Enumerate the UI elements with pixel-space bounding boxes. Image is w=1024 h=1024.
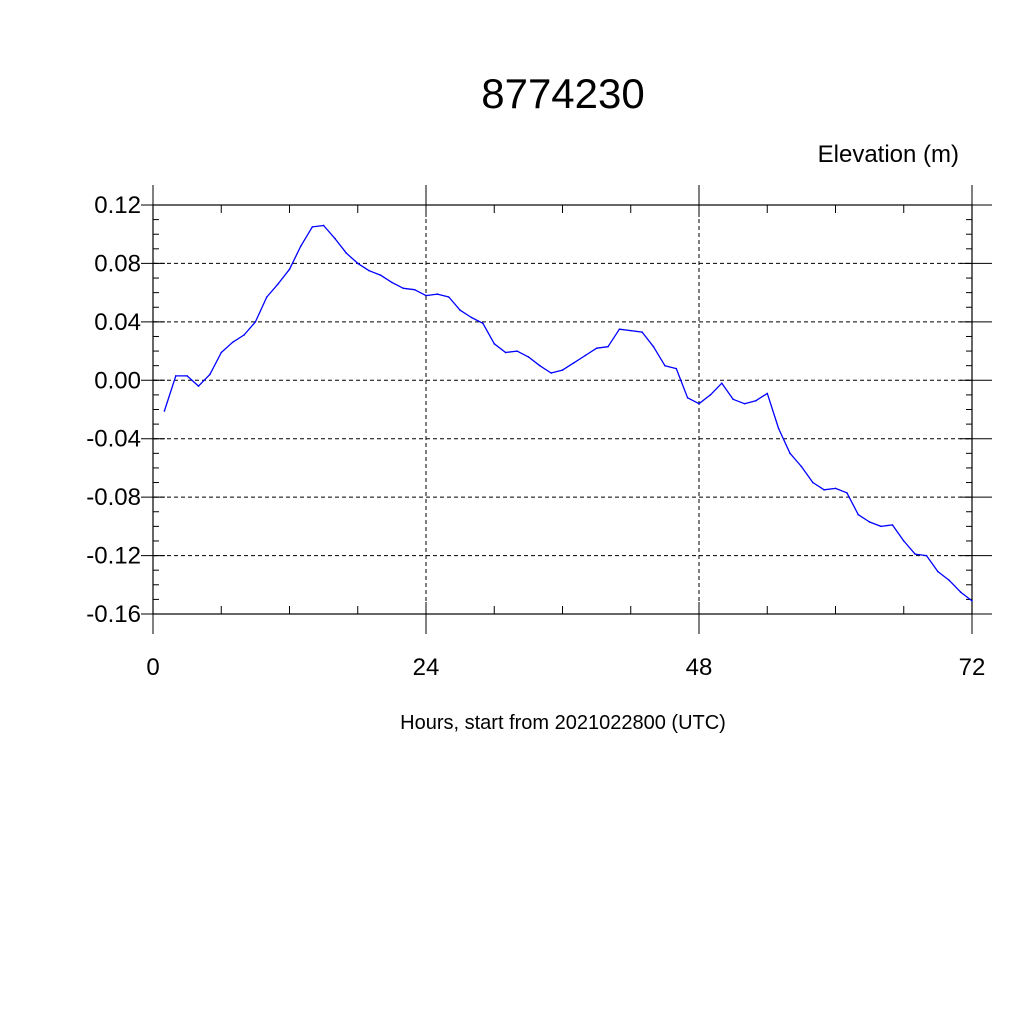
- plot-frame: [152, 204, 973, 615]
- data-point: [220, 351, 223, 354]
- data-point: [265, 296, 268, 298]
- y-tick-label: -0.16: [86, 601, 141, 628]
- data-point: [300, 245, 302, 247]
- data-point: [209, 373, 211, 376]
- data-point: [880, 525, 882, 528]
- data-point: [516, 350, 518, 352]
- data-point: [231, 341, 234, 344]
- data-point: [629, 329, 632, 332]
- y-axis-label: Elevation (m): [818, 141, 959, 168]
- data-point: [561, 369, 564, 371]
- data-point: [436, 293, 439, 295]
- data-point: [493, 342, 496, 345]
- y-tick-label: -0.04: [86, 426, 141, 453]
- data-point: [823, 489, 825, 491]
- tick-labels: 0.12 0.08 0.04 0.00 -0.04 -0.08 -0.12 -0.160 24 4…: [86, 192, 985, 681]
- ticks: [141, 185, 992, 634]
- data-point: [368, 269, 370, 272]
- data-point: [789, 452, 791, 455]
- data-point: [174, 375, 177, 377]
- y-tick-label: -0.08: [86, 484, 141, 511]
- data-point: [800, 465, 803, 468]
- data-point: [391, 281, 393, 284]
- data-point: [846, 491, 848, 494]
- data-point: [345, 252, 348, 255]
- data-point: [538, 364, 541, 367]
- data-point: [698, 402, 700, 405]
- data-point: [834, 487, 837, 490]
- data-point: [584, 354, 587, 357]
- chart-title: 8774230: [481, 70, 645, 117]
- data-point: [959, 591, 962, 593]
- data-point: [732, 398, 734, 401]
- data-point: [595, 347, 598, 349]
- data-point: [641, 331, 643, 333]
- data-point: [504, 351, 507, 354]
- data-point: [811, 481, 814, 484]
- data-point: [550, 372, 552, 374]
- series-layer: [163, 224, 973, 602]
- data-point: [675, 367, 678, 370]
- data-point: [254, 321, 257, 323]
- data-point: [573, 361, 575, 364]
- data-point: [891, 524, 894, 526]
- data-point: [868, 521, 871, 523]
- x-tick-label: 0: [146, 654, 159, 681]
- data-point: [379, 274, 382, 276]
- x-tick-label: 48: [686, 654, 713, 681]
- grid: [153, 205, 972, 614]
- data-point: [902, 540, 905, 542]
- data-point: [686, 397, 689, 399]
- x-tick-label: 24: [413, 654, 440, 681]
- data-point: [937, 570, 939, 573]
- data-point: [925, 554, 928, 557]
- data-point: [607, 345, 609, 348]
- data-point: [163, 410, 166, 412]
- x-tick-label: 72: [959, 654, 986, 681]
- data-point: [664, 364, 666, 367]
- data-point: [914, 553, 916, 555]
- data-point: [482, 322, 484, 325]
- data-point: [470, 316, 473, 319]
- series-line: [163, 224, 973, 602]
- y-tick-label: 0.08: [94, 250, 141, 277]
- data-point: [413, 288, 416, 291]
- data-point: [857, 513, 860, 516]
- data-point: [243, 334, 245, 336]
- data-point: [186, 375, 188, 377]
- data-point: [277, 283, 279, 285]
- data-point: [447, 296, 450, 298]
- data-point: [322, 224, 325, 227]
- data-point: [971, 600, 973, 602]
- data-point: [755, 399, 757, 402]
- data-point: [777, 427, 780, 430]
- data-point: [197, 385, 200, 387]
- data-point: [459, 309, 461, 311]
- data-point: [652, 345, 655, 348]
- y-tick-label: 0.12: [94, 192, 141, 219]
- data-point: [334, 237, 336, 240]
- data-point: [527, 356, 530, 358]
- data-point: [766, 392, 769, 395]
- data-point: [948, 579, 951, 582]
- y-tick-label: 0.00: [94, 367, 141, 394]
- y-tick-label: 0.04: [94, 309, 141, 336]
- data-point: [425, 294, 427, 297]
- data-point: [720, 382, 723, 385]
- data-point: [356, 262, 359, 265]
- data-point: [311, 226, 314, 228]
- data-point: [709, 394, 712, 396]
- data-point: [743, 402, 746, 405]
- data-point: [402, 287, 405, 290]
- x-axis-label: Hours, start from 2021022800 (UTC): [400, 712, 726, 734]
- data-point: [618, 328, 621, 330]
- data-point: [288, 268, 291, 271]
- y-tick-label: -0.12: [86, 543, 141, 570]
